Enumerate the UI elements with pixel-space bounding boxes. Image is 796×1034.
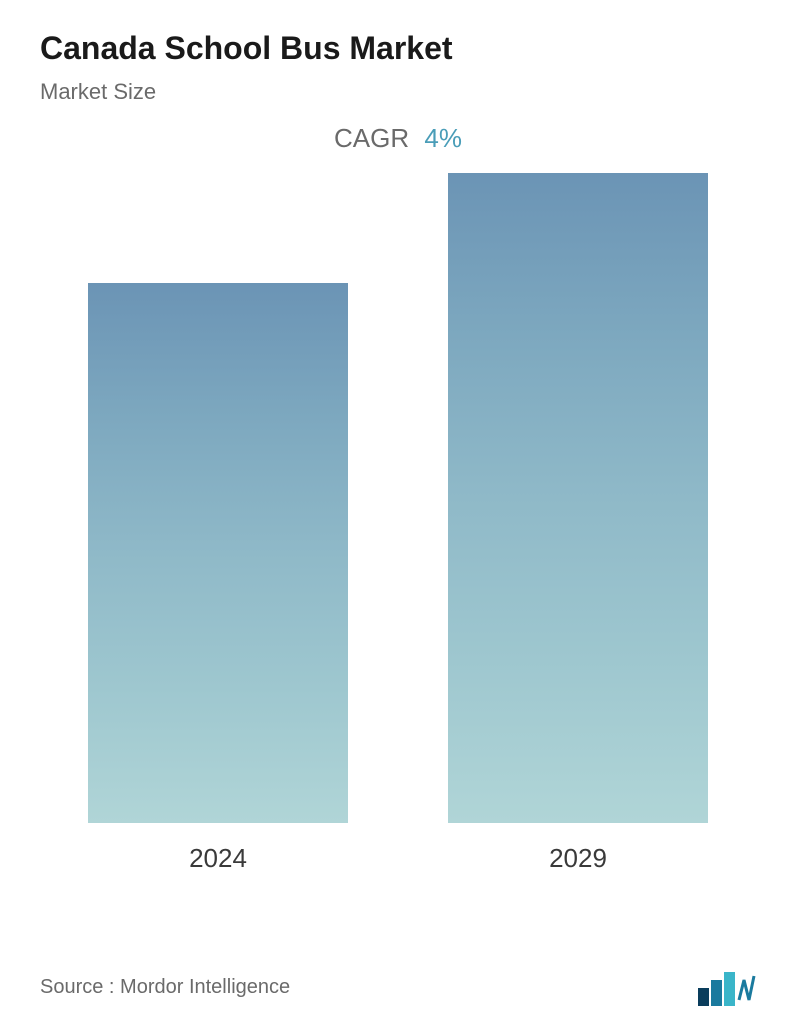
bar-label-0: 2024: [189, 843, 247, 874]
bar-0: [88, 283, 348, 823]
bar-group-1: 2029: [448, 173, 708, 874]
cagr-label: CAGR: [334, 123, 409, 153]
bar-label-1: 2029: [549, 843, 607, 874]
chart-title: Canada School Bus Market: [40, 30, 756, 67]
cagr-row: CAGR 4%: [40, 123, 756, 154]
cagr-value: 4%: [424, 123, 462, 153]
chart-area: 2024 2029: [40, 194, 756, 874]
brand-logo-icon: [696, 968, 756, 1006]
bar-group-0: 2024: [88, 283, 348, 874]
bar-1: [448, 173, 708, 823]
chart-subtitle: Market Size: [40, 79, 756, 105]
source-text: Source : Mordor Intelligence: [40, 976, 290, 999]
footer: Source : Mordor Intelligence: [40, 968, 756, 1006]
